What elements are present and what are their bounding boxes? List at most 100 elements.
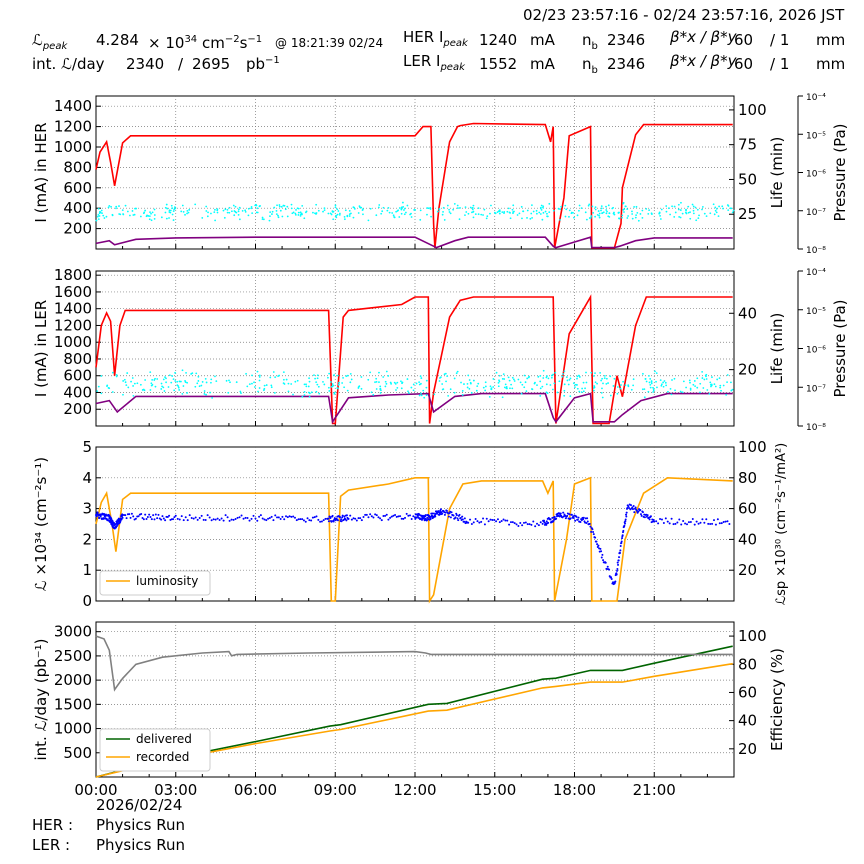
specific-lumi-point	[564, 517, 567, 520]
pressure-point	[545, 376, 548, 379]
specific-lumi-point	[392, 514, 395, 517]
pressure-point	[331, 383, 334, 385]
pressure-point	[585, 381, 588, 384]
pressure-point	[652, 388, 655, 391]
pressure-point	[702, 387, 705, 389]
pressure-point	[166, 207, 169, 210]
specific-lumi-point	[400, 517, 403, 520]
beta-her-label: β*x / β*y	[670, 28, 737, 46]
pressure-point	[224, 208, 227, 211]
pressure-point	[542, 369, 545, 372]
specific-lumi-point	[304, 520, 307, 523]
pressure-point	[459, 207, 461, 209]
specific-lumi-point	[369, 513, 372, 516]
pressure-point	[378, 204, 381, 206]
pressure-point	[652, 386, 654, 389]
pressure-point	[367, 219, 370, 222]
pressure-point	[151, 383, 154, 386]
pressure-point	[498, 210, 501, 213]
specific-lumi-point	[263, 518, 266, 521]
pressure-point	[275, 213, 278, 216]
pressure-point	[696, 386, 699, 389]
pressure-point	[303, 394, 306, 396]
pressure-point	[458, 218, 461, 221]
pressure-point	[419, 375, 422, 378]
pressure-point	[697, 217, 700, 220]
specific-lumi-point	[228, 519, 231, 522]
pressure-point	[358, 205, 361, 208]
pressure-point	[557, 207, 560, 210]
specific-lumi-point	[293, 516, 296, 519]
specific-lumi-point	[450, 511, 453, 514]
pressure-point	[278, 204, 281, 206]
pressure-point	[605, 377, 608, 380]
pressure-point	[400, 207, 403, 210]
pressure-point	[240, 392, 242, 395]
pressure-point	[673, 205, 676, 208]
pressure-point	[205, 381, 208, 384]
pressure-point	[375, 214, 378, 217]
lifetime-line	[95, 236, 733, 249]
specific-lumi-point	[190, 516, 193, 519]
pressure-point	[563, 370, 566, 373]
pressure-point	[167, 386, 170, 388]
pressure-point	[718, 205, 720, 208]
pressure-point	[181, 369, 184, 372]
pressure-point	[592, 389, 595, 392]
specific-lumi-point	[342, 518, 345, 521]
pressure-point	[283, 204, 286, 207]
pressure-point	[659, 218, 662, 220]
specific-lumi-point	[674, 522, 677, 525]
lpeak-unit: × 1034 cm−2s−1	[148, 34, 263, 52]
pressure-point	[294, 380, 297, 383]
pressure-point	[659, 214, 661, 217]
pressure-point	[251, 212, 254, 215]
specific-lumi-point	[265, 519, 268, 522]
pressure-point	[272, 371, 275, 373]
pressure-point	[229, 381, 231, 384]
pressure-point	[470, 391, 473, 394]
pressure-point	[710, 384, 713, 387]
pressure-point	[233, 210, 236, 212]
specific-lumi-point	[618, 556, 621, 559]
pressure-point	[385, 382, 388, 385]
pressure-point	[396, 387, 399, 389]
pressure-point	[425, 394, 428, 397]
x-tick-label: 21:00	[633, 781, 676, 799]
pressure-point	[269, 211, 272, 214]
pressure-point	[603, 374, 606, 377]
pressure-point	[406, 204, 409, 207]
pressure-point	[501, 377, 504, 380]
specific-lumi-point	[664, 517, 667, 520]
specific-lumi-point	[330, 520, 333, 523]
pressure-point	[498, 379, 500, 382]
pressure-point	[552, 373, 554, 376]
specific-lumi-point	[218, 518, 221, 521]
pressure-point	[375, 380, 378, 383]
pressure-point	[273, 392, 276, 394]
specific-lumi-point	[374, 513, 377, 516]
pressure-point	[601, 212, 603, 215]
pressure-point	[400, 380, 402, 383]
pressure-point	[712, 203, 715, 206]
pressure-point	[338, 383, 340, 386]
specific-lumi-point	[216, 517, 219, 520]
pressure-point	[171, 375, 174, 377]
pressure-point	[492, 386, 495, 388]
pressure-point	[388, 211, 391, 214]
pressure-point	[679, 390, 682, 393]
pressure-point	[650, 380, 653, 382]
pressure-point	[106, 384, 109, 387]
pressure-point	[336, 374, 339, 377]
pressure-point	[506, 210, 509, 213]
specific-lumi-point	[724, 520, 727, 523]
x-tick-label: 09:00	[314, 781, 357, 799]
pressure-point	[663, 380, 666, 382]
specific-lumi-point	[402, 517, 405, 520]
pressure-point	[235, 211, 238, 214]
pressure-point	[261, 216, 264, 219]
pressure-point	[674, 211, 677, 214]
specific-lumi-point	[457, 519, 460, 522]
specific-lumi-point	[643, 516, 646, 519]
pressure-point	[151, 211, 154, 214]
